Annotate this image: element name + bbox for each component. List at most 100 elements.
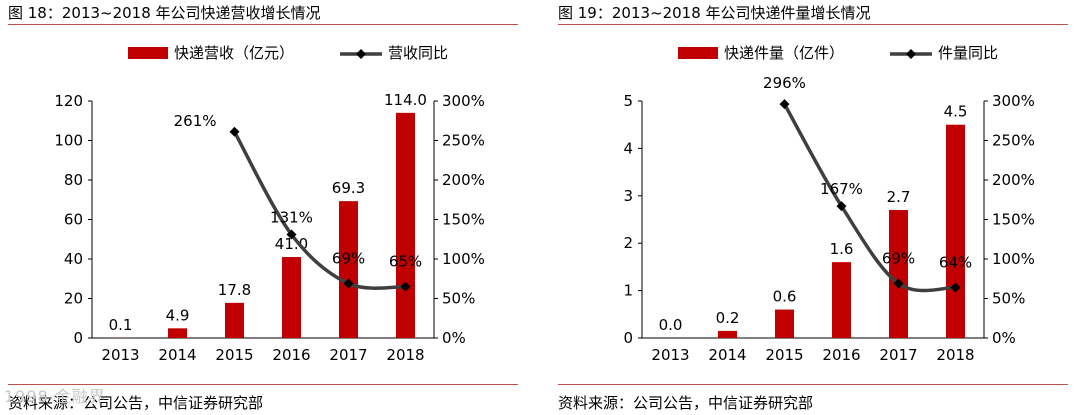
right-axis-tick-label: 150% — [992, 211, 1035, 229]
growth-value-label: 64% — [939, 253, 972, 271]
right-axis-tick-label: 250% — [442, 132, 485, 150]
bar — [282, 257, 301, 338]
left-axis-tick-label: 120 — [54, 92, 83, 110]
bar-value-label: 4.5 — [944, 103, 968, 121]
growth-marker — [893, 278, 904, 289]
x-axis-tick-label: 2014 — [158, 346, 196, 364]
bar — [832, 262, 851, 338]
legend-line-label: 件量同比 — [938, 44, 998, 62]
growth-marker — [229, 126, 240, 137]
legend-bar-label: 快递营收（亿元） — [174, 44, 294, 62]
bar-value-label: 69.3 — [332, 179, 365, 197]
bar-value-label: 2.7 — [887, 188, 911, 206]
left-axis-tick-label: 0 — [73, 329, 83, 347]
x-axis-tick-label: 2013 — [101, 346, 139, 364]
left-axis-tick-label: 5 — [623, 92, 633, 110]
revenue-combo-chart: 0 20 40 60 80 100 120 0% 50% 100% 150% 200% 250% 300%… — [54, 44, 485, 364]
bar-value-label: 0.6 — [773, 288, 797, 306]
bar — [775, 309, 794, 338]
growth-marker — [343, 278, 354, 289]
x-axis-tick-label: 2016 — [822, 346, 860, 364]
bar — [168, 328, 187, 338]
bar-value-label: 0.0 — [659, 316, 683, 334]
bar — [396, 112, 415, 338]
left-axis-tick-label: 40 — [64, 250, 83, 268]
x-axis-tick-label: 2015 — [765, 346, 803, 364]
bar-value-label: 41.0 — [275, 235, 308, 253]
bar-value-label: 4.9 — [166, 306, 190, 324]
left-axis-tick-label: 0 — [623, 329, 633, 347]
legend-bar-swatch — [678, 47, 718, 59]
x-axis-tick-label: 2013 — [651, 346, 689, 364]
growth-marker — [779, 99, 790, 110]
growth-marker — [286, 229, 297, 240]
right-axis-tick-label: 200% — [442, 171, 485, 189]
source-divider — [8, 384, 518, 385]
x-axis-tick-label: 2016 — [272, 346, 310, 364]
x-axis-tick-label: 2015 — [215, 346, 253, 364]
left-axis-tick-label: 4 — [623, 139, 633, 157]
bar-value-label: 0.2 — [716, 309, 740, 327]
right-axis-tick-label: 100% — [992, 250, 1035, 268]
left-axis-tick-label: 2 — [623, 234, 633, 252]
growth-marker — [836, 201, 847, 212]
figure-18-panel: 图 18：2013~2018 年公司快递营收增长情况 0 20 40 60 80 100 1… — [8, 0, 538, 415]
bar — [225, 302, 244, 338]
growth-value-label: 296% — [763, 74, 806, 92]
legend-bar-swatch — [128, 47, 168, 59]
growth-value-label: 261% — [174, 112, 217, 130]
title-divider — [558, 24, 1068, 25]
figure-19-panel: 图 19：2013~2018 年公司快递件量增长情况 0 1 2 3 4 5 0% 50% 10… — [558, 0, 1080, 415]
left-axis-tick-label: 3 — [623, 187, 633, 205]
growth-value-label: 65% — [389, 253, 422, 271]
bar-value-label: 0.1 — [109, 316, 133, 334]
growth-line — [782, 103, 956, 293]
source-note: 资料来源：公司公告，中信证券研究部 — [558, 394, 814, 412]
right-axis-tick-label: 200% — [992, 171, 1035, 189]
x-axis-tick-label: 2018 — [386, 346, 424, 364]
bar-value-label: 1.6 — [830, 240, 854, 258]
left-axis-tick-label: 60 — [64, 211, 83, 229]
right-axis-tick-label: 0% — [992, 329, 1016, 347]
left-axis-tick-label: 20 — [64, 290, 83, 308]
growth-line — [232, 130, 406, 290]
figure-title: 图 19：2013~2018 年公司快递件量增长情况 — [558, 4, 871, 22]
source-note: 资料来源：公司公告，中信证券研究部 — [8, 394, 264, 412]
right-axis-tick-label: 300% — [442, 92, 485, 110]
growth-marker — [400, 281, 411, 292]
right-axis-tick-label: 300% — [992, 92, 1035, 110]
watermark-text: 1998 金融界 — [4, 387, 106, 406]
title-divider — [8, 24, 518, 25]
right-axis-tick-label: 50% — [992, 290, 1025, 308]
right-axis-tick-label: 250% — [992, 132, 1035, 150]
legend-line-marker — [906, 49, 916, 59]
growth-value-label: 69% — [882, 249, 915, 267]
x-axis-tick-label: 2017 — [879, 346, 917, 364]
bar-value-label: 114.0 — [384, 91, 427, 109]
source-divider — [558, 384, 1068, 385]
bar — [889, 210, 908, 338]
x-axis-tick-label: 2018 — [936, 346, 974, 364]
right-axis-tick-label: 150% — [442, 211, 485, 229]
bar — [946, 124, 965, 338]
bar — [339, 201, 358, 338]
legend-line-marker — [356, 49, 366, 59]
left-axis-tick-label: 100 — [54, 132, 83, 150]
left-axis-tick-label: 1 — [623, 282, 633, 300]
x-axis-tick-label: 2014 — [708, 346, 746, 364]
left-axis-tick-label: 80 — [64, 171, 83, 189]
growth-value-label: 131% — [270, 209, 313, 227]
growth-value-label: 69% — [332, 249, 365, 267]
legend-bar-label: 快递件量（亿件） — [724, 44, 844, 62]
growth-marker — [950, 282, 961, 293]
right-axis-tick-label: 100% — [442, 250, 485, 268]
right-axis-tick-label: 50% — [442, 290, 475, 308]
legend-line-label: 营收同比 — [388, 44, 448, 62]
x-axis-tick-label: 2017 — [329, 346, 367, 364]
bar — [718, 330, 737, 338]
figure-title: 图 18：2013~2018 年公司快递营收增长情况 — [8, 4, 321, 22]
right-axis-tick-label: 0% — [442, 329, 466, 347]
growth-value-label: 167% — [820, 180, 863, 198]
bar-value-label: 17.8 — [218, 281, 251, 299]
